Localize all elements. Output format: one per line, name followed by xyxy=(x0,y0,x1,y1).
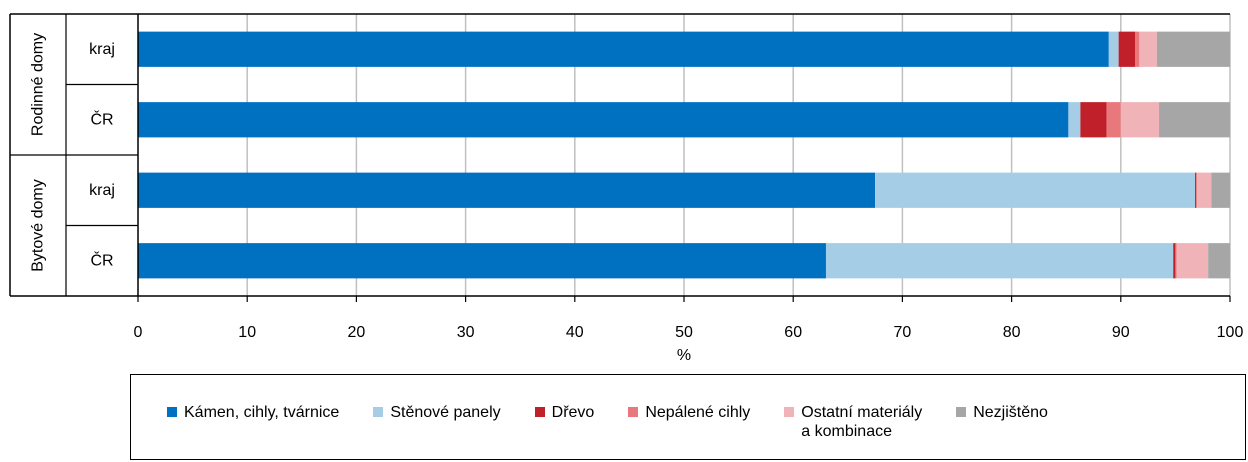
bar-segment xyxy=(1068,102,1081,138)
bar-segment xyxy=(1195,172,1197,208)
bar-segment xyxy=(1134,31,1140,67)
bar-segment xyxy=(138,172,876,208)
x-tick-label: 100 xyxy=(1217,324,1244,341)
legend-swatch xyxy=(784,407,795,417)
bar-segment xyxy=(138,102,1069,138)
group-label: Bytové domy xyxy=(30,179,47,271)
legend-label: Kámen, cihly, tvárnice xyxy=(184,404,340,421)
legend-label: Stěnové panely xyxy=(390,404,501,421)
legend-swatch xyxy=(534,407,545,417)
bar-segment xyxy=(1208,243,1230,279)
category-label: ČR xyxy=(90,250,113,269)
legend-item: Stěnové panely xyxy=(373,403,501,441)
bar-segment xyxy=(138,31,1109,67)
legend-item: Nepálené cihly xyxy=(628,403,750,441)
bar-segment xyxy=(1080,102,1107,138)
bar-segment xyxy=(1197,172,1212,208)
bar-segment xyxy=(1108,31,1119,67)
legend-swatch xyxy=(167,407,177,417)
bar-segment xyxy=(1118,31,1135,67)
x-tick-label: 70 xyxy=(894,324,912,341)
group-label: Rodinné domy xyxy=(30,33,47,136)
bar-segment xyxy=(1106,102,1121,138)
legend-label: Ostatní materiály a kombinace xyxy=(801,404,923,440)
bar-segment xyxy=(1196,172,1198,208)
legend-items: Kámen, cihly, tvárnice Stěnové panely Dřev… xyxy=(167,403,1048,441)
bar-segment xyxy=(1139,31,1157,67)
x-tick-label: 0 xyxy=(134,324,143,341)
bar-segment xyxy=(138,243,826,279)
legend-item: Kámen, cihly, tvárnice xyxy=(167,403,339,441)
bar-segment xyxy=(1211,172,1230,208)
category-label: ČR xyxy=(90,109,113,128)
legend-label: Nezjištěno xyxy=(973,404,1048,421)
x-tick-label: 80 xyxy=(1003,324,1021,341)
legend-label: Dřevo xyxy=(551,404,595,421)
legend-swatch xyxy=(373,407,384,417)
x-axis-label: % xyxy=(677,347,691,364)
x-axis-ticks: 0 10 20 30 40 50 60 70 80 90 100 xyxy=(134,296,1244,341)
legend-label: Nepálené cihly xyxy=(645,404,751,421)
x-tick-label: 10 xyxy=(238,324,256,341)
legend: Kámen, cihly, tvárnice Stěnové panely Dřev… xyxy=(130,374,1246,460)
x-tick-label: 90 xyxy=(1112,324,1130,341)
x-tick-label: 20 xyxy=(348,324,366,341)
bar-segment xyxy=(1173,243,1176,279)
legend-swatch xyxy=(956,407,967,417)
x-tick-label: 40 xyxy=(566,324,584,341)
legend-item: Dřevo xyxy=(534,403,595,441)
bar-segment xyxy=(1175,243,1177,279)
category-label: kraj xyxy=(89,182,115,199)
bar-segment xyxy=(1120,102,1160,138)
category-label: kraj xyxy=(89,41,115,58)
x-tick-label: 60 xyxy=(784,324,802,341)
legend-item: Ostatní materiály a kombinace xyxy=(784,403,922,441)
bar-segment xyxy=(1156,31,1230,67)
bar-segment xyxy=(1159,102,1230,138)
bar-segment xyxy=(1176,243,1209,279)
legend-item: Nezjištěno xyxy=(956,403,1048,441)
bars xyxy=(138,31,1230,279)
bar-segment xyxy=(825,243,1174,279)
x-tick-label: 50 xyxy=(675,324,693,341)
category-axis: Rodinné domy Bytové domy kraj ČR kraj ČR xyxy=(9,13,1230,297)
legend-swatch xyxy=(628,407,639,417)
bar-segment xyxy=(875,172,1196,208)
stacked-bar-chart: Rodinné domy Bytové domy kraj ČR kraj ČR 0 10 2… xyxy=(9,13,1244,364)
x-tick-label: 30 xyxy=(457,324,475,341)
